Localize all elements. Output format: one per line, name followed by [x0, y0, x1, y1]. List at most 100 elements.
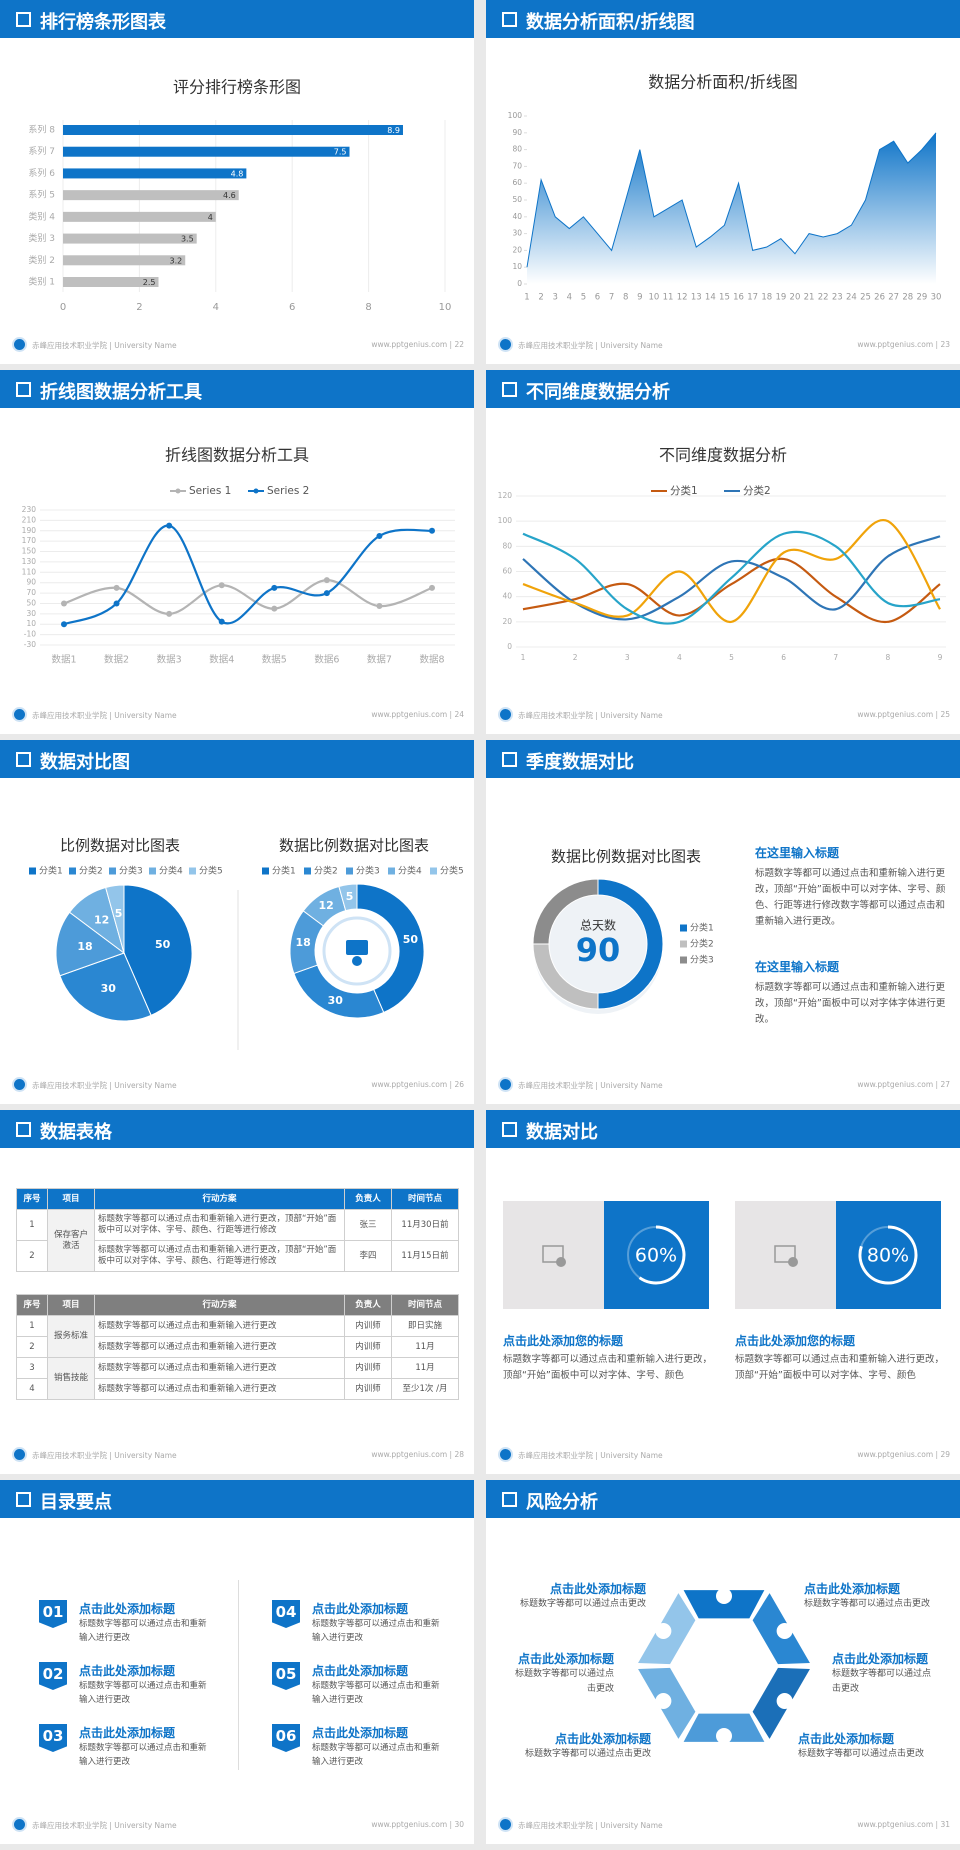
y-tick-label: 70 — [26, 588, 36, 597]
header-cell: 行动方案 — [94, 1188, 345, 1210]
block-body: 标题数字等都可以通过点击和重新输入进行更改，顶部“开始”面板中可以对字体、字号、… — [755, 868, 946, 927]
y-tick-label: 40 — [512, 212, 522, 221]
footer-logo — [500, 1079, 511, 1090]
x-tick-label: 2 — [136, 302, 142, 313]
footer-school: 赤峰应用技术职业学院 | University Name — [518, 1451, 663, 1460]
point — [429, 584, 435, 591]
cell: 1 — [16, 1209, 48, 1241]
footer-logo — [14, 339, 25, 350]
y-tick-label: 0 — [517, 279, 522, 288]
cell: 即日实施 — [391, 1315, 459, 1337]
x-tick-label: 18 — [761, 293, 772, 303]
x-tick-label: 29 — [916, 293, 927, 303]
series-line — [63, 524, 433, 626]
image-icon — [774, 1245, 796, 1263]
legend-label: 分类4 — [398, 865, 422, 877]
chart — [638, 1588, 810, 1744]
footer-site: www.pptgenius.com | 22 — [371, 340, 464, 349]
gauge-label: 80% — [867, 1245, 909, 1267]
x-tick-label: 数据8 — [419, 654, 444, 666]
cell: 11月30日前 — [391, 1209, 459, 1241]
risk-body: 标题数字等都可以通过点击更改 — [804, 1599, 931, 1609]
cell: 标题数字等都可以通过点击和重新输入进行更改 — [94, 1315, 345, 1337]
slice — [532, 878, 599, 945]
x-tick-label: 11 — [663, 293, 674, 303]
slide: 数据比例数据对比图表 分类1 分类2 分类3 总天数 90 在这里输入标题 标题数字等都可以通… — [486, 740, 960, 1104]
x-tick-label: 16 — [733, 293, 744, 303]
y-tick-label: 50 — [26, 598, 36, 607]
cell: 标题数字等都可以通过点击和重新输入进行更改 — [94, 1336, 345, 1358]
chart-title: 数据比例数据对比图表 — [279, 837, 429, 855]
footer-site: www.pptgenius.com | 28 — [371, 1450, 464, 1459]
image-icon — [556, 1257, 566, 1267]
point — [218, 618, 225, 625]
slide: 折线图数据分析工具 -30 -10 10 30 50 70 90 110 130 150 170 190… — [0, 370, 474, 734]
y-tick-label: 20 — [512, 245, 522, 254]
value-label: 3.2 — [170, 256, 183, 265]
image-placeholder — [503, 1201, 604, 1309]
footer-site: www.pptgenius.com | 30 — [371, 1820, 464, 1829]
footer-school: 赤峰应用技术职业学院 | University Name — [32, 1451, 177, 1460]
gauge-arc — [638, 1225, 686, 1285]
value-label: 12 — [94, 913, 109, 926]
item-body: 标题数字等都可以通过点击和重新输入进行更改 — [312, 1619, 440, 1643]
value-label: 30 — [101, 982, 117, 995]
legend-swatch — [680, 956, 687, 964]
number-badge: 04 — [272, 1600, 300, 1628]
cell: 2 — [16, 1336, 48, 1358]
series-line — [522, 535, 941, 621]
x-tick-label: 12 — [677, 293, 688, 303]
cycle-icon — [776, 1693, 793, 1709]
footer-logo — [14, 1819, 25, 1830]
item-body: 标题数字等都可以通过点击和重新输入进行更改 — [79, 1681, 207, 1705]
legend-swatch — [109, 867, 116, 875]
x-tick-label: 8 — [365, 302, 371, 313]
card-fill — [836, 1201, 941, 1309]
y-tick-label: 系列 6 — [28, 167, 55, 179]
legend-label: 分类2 — [79, 865, 103, 877]
y-tick-label: 120 — [498, 491, 513, 500]
x-tick-label: 数据7 — [367, 654, 392, 666]
y-tick-label: 10 — [512, 262, 522, 271]
slide-header: 数据对比 — [486, 1110, 960, 1148]
x-tick-label: 3 — [552, 293, 557, 303]
value-label: 12 — [319, 899, 334, 912]
x-tick-label: 15 — [719, 293, 730, 303]
y-tick-label: 系列 8 — [28, 124, 55, 136]
footer-school: 赤峰应用技术职业学院 | University Name — [32, 341, 177, 350]
slide-header: 目录要点 — [0, 1480, 474, 1518]
x-tick-label: 6 — [289, 302, 295, 313]
chart: 比例数据对比图表 50 30 18 12 5 分类1 分类2 分类3 分类4 分类5 数据比例数据对比… — [29, 837, 464, 1050]
chart: 不同维度数据分析 0 20 40 60 80 100 120 1 2 3 4 5 6 7 8 9 分类1 分类2 — [498, 446, 946, 662]
footer-school: 赤峰应用技术职业学院 | University Name — [32, 1081, 177, 1090]
y-tick-label: 类别 1 — [28, 276, 55, 288]
item-body: 标题数字等都可以通过点击和重新输入进行更改 — [79, 1743, 207, 1767]
series-line — [522, 557, 941, 623]
point — [323, 577, 330, 584]
slide-header: 数据对比图 — [0, 740, 474, 778]
image-placeholder — [735, 1201, 836, 1309]
data-table: 序号 项目 行动方案 负责人 时间节点 1 保存客户激活 标题数字等都可以通过点击和重新输入进… — [16, 1188, 459, 1272]
legend-label: 分类3 — [119, 865, 143, 877]
footer-logo — [14, 709, 25, 720]
slide-header: 折线图数据分析工具 — [0, 370, 474, 408]
header-cell: 时间节点 — [391, 1294, 459, 1316]
x-tick-label: 0 — [60, 302, 66, 313]
slide-title: 数据对比图 — [40, 752, 130, 773]
cell: 11月 — [391, 1357, 459, 1379]
header-row: 序号 项目 行动方案 负责人 时间节点 — [16, 1188, 459, 1210]
cell: 内训师 — [344, 1357, 392, 1379]
value-label: 30 — [328, 994, 344, 1007]
legend-label: 分类4 — [159, 865, 183, 877]
point — [376, 532, 383, 539]
y-tick-label: 30 — [512, 229, 522, 238]
slice — [105, 884, 125, 954]
y-tick-label: -30 — [24, 640, 36, 649]
x-tick-label: 4 — [677, 653, 682, 662]
item-heading: 点击此处添加标题 — [79, 1602, 176, 1616]
series-line — [63, 578, 433, 615]
footer-site: www.pptgenius.com | 25 — [857, 710, 950, 719]
y-tick-label: 80 — [502, 541, 512, 550]
